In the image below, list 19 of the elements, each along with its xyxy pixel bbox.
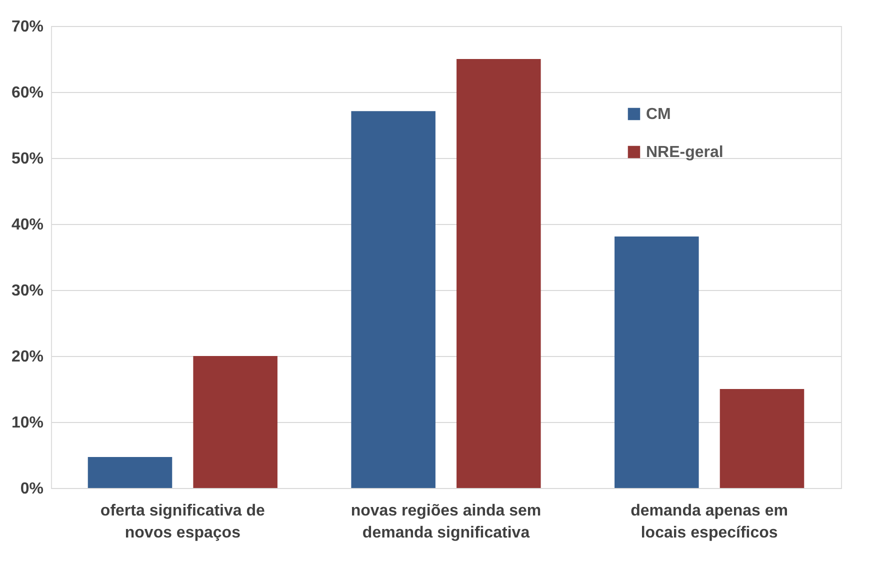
- bar: [88, 456, 172, 488]
- legend-label: NRE-geral: [646, 144, 724, 161]
- x-tick-label: demanda apenas em locais específicos: [630, 502, 788, 542]
- bar: [456, 59, 541, 488]
- y-tick-label: 60%: [11, 84, 44, 102]
- bar: [351, 111, 436, 488]
- y-tick-label: 70%: [11, 18, 44, 36]
- y-tick-label: 50%: [11, 150, 44, 168]
- bar: [720, 389, 804, 488]
- y-tick-label: 10%: [11, 414, 44, 432]
- bar: [614, 236, 699, 488]
- y-tick-label: 30%: [11, 282, 44, 300]
- y-tick-label: 40%: [11, 216, 44, 234]
- y-tick-label: 0%: [20, 480, 44, 498]
- y-tick-label: 20%: [11, 348, 44, 366]
- bar: [193, 356, 278, 488]
- x-tick-label: novas regiões ainda sem demanda significativa: [350, 502, 542, 542]
- x-tick-label: oferta significativa de novos espaços: [100, 502, 266, 542]
- legend-label: CM: [646, 106, 671, 123]
